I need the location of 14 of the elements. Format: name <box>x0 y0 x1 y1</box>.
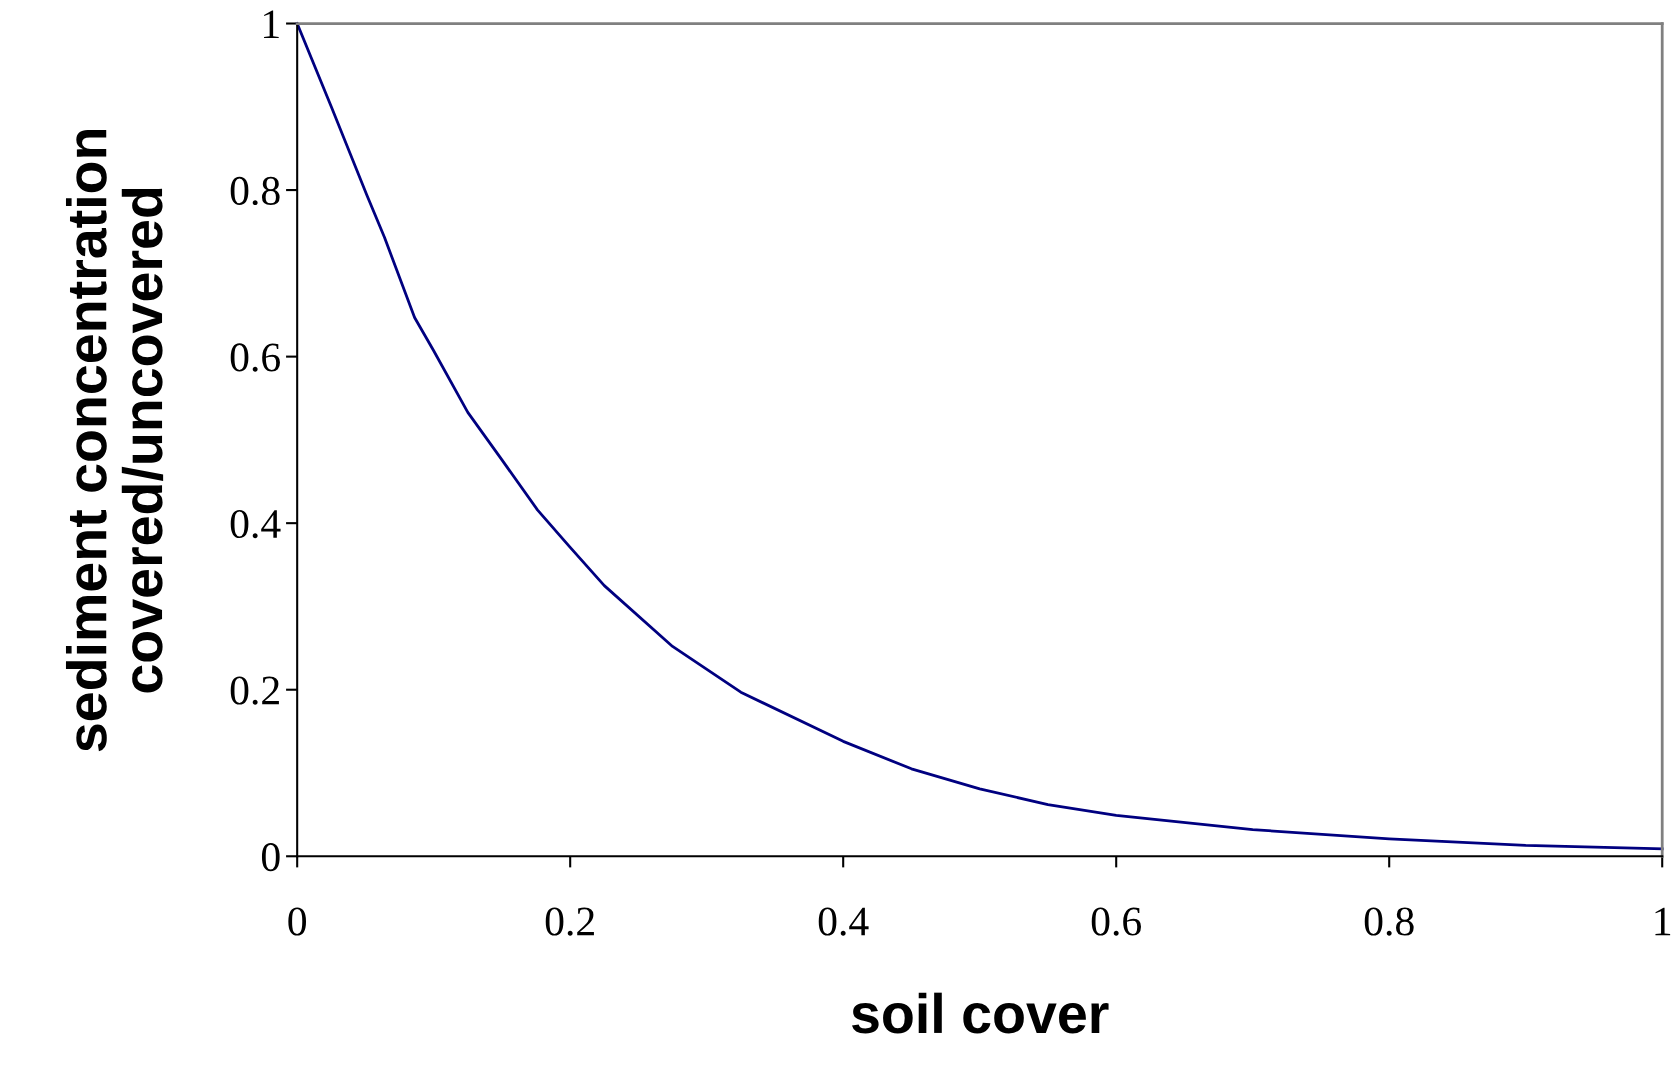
x-tick-label: 0.4 <box>818 907 869 936</box>
x-tick-label: 0.2 <box>545 907 594 936</box>
x-tick-label: 1 <box>1655 907 1671 936</box>
x-axis-title: soil cover <box>851 992 1109 1034</box>
y-tick-label: 0 <box>261 843 280 872</box>
x-tick-label: 0 <box>288 907 307 936</box>
y-tick-label: 0.8 <box>230 176 280 206</box>
y-axis-title: sediment concentration covered/uncovered <box>65 129 164 752</box>
x-tick-label: 0.8 <box>1364 907 1414 936</box>
x-tick-label: 0.6 <box>1091 907 1141 936</box>
y-tick-label: 0.2 <box>230 676 279 705</box>
y-tick-label: 1 <box>264 10 279 38</box>
y-tick-label: 0.4 <box>230 509 281 539</box>
y-tick-label: 0.6 <box>230 343 280 372</box>
